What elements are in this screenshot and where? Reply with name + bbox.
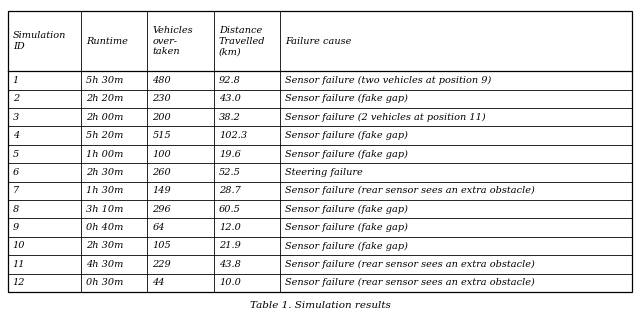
Text: 2h 30m: 2h 30m	[86, 168, 123, 177]
Text: 92.8: 92.8	[219, 76, 241, 85]
Text: Sensor failure (fake gap): Sensor failure (fake gap)	[285, 150, 408, 158]
Text: 10.0: 10.0	[219, 278, 241, 287]
Text: 11: 11	[13, 260, 26, 269]
Text: 480: 480	[152, 76, 171, 85]
Text: 4h 30m: 4h 30m	[86, 260, 123, 269]
Text: 0h 40m: 0h 40m	[86, 223, 123, 232]
Text: 100: 100	[152, 150, 171, 158]
Text: Sensor failure (2 vehicles at position 11): Sensor failure (2 vehicles at position 1…	[285, 113, 486, 122]
Text: Sensor failure (fake gap): Sensor failure (fake gap)	[285, 94, 408, 103]
Text: Sensor failure (two vehicles at position 9): Sensor failure (two vehicles at position…	[285, 76, 492, 85]
Text: Distance
Travelled
(km): Distance Travelled (km)	[219, 26, 266, 56]
Text: 5: 5	[13, 150, 19, 158]
Text: Sensor failure (fake gap): Sensor failure (fake gap)	[285, 131, 408, 140]
Text: 229: 229	[152, 260, 171, 269]
Text: Failure cause: Failure cause	[285, 37, 352, 46]
Text: 4: 4	[13, 131, 19, 140]
Text: Steering failure: Steering failure	[285, 168, 364, 177]
Text: Simulation
ID: Simulation ID	[13, 31, 66, 51]
Text: Sensor failure (rear sensor sees an extra obstacle): Sensor failure (rear sensor sees an extr…	[285, 278, 535, 287]
Text: 296: 296	[152, 205, 171, 214]
Text: Sensor failure (rear sensor sees an extra obstacle): Sensor failure (rear sensor sees an extr…	[285, 186, 535, 195]
Text: 43.0: 43.0	[219, 94, 241, 103]
Bar	[8, 11, 632, 292]
Text: 0h 30m: 0h 30m	[86, 278, 123, 287]
Text: 44: 44	[152, 278, 165, 287]
Text: 3: 3	[13, 113, 19, 122]
Text: Runtime: Runtime	[86, 37, 127, 46]
Text: 1h 00m: 1h 00m	[86, 150, 123, 158]
Text: 5h 30m: 5h 30m	[86, 76, 123, 85]
Text: Sensor failure (fake gap): Sensor failure (fake gap)	[285, 242, 408, 250]
Text: 105: 105	[152, 242, 171, 250]
Text: 260: 260	[152, 168, 171, 177]
Text: Sensor failure (fake gap): Sensor failure (fake gap)	[285, 205, 408, 214]
Text: 1: 1	[13, 76, 19, 85]
Text: 64: 64	[152, 223, 165, 232]
Text: 3h 10m: 3h 10m	[86, 205, 123, 214]
Text: Sensor failure (fake gap): Sensor failure (fake gap)	[285, 223, 408, 232]
Text: 6: 6	[13, 168, 19, 177]
Text: 5h 20m: 5h 20m	[86, 131, 123, 140]
Text: 2h 00m: 2h 00m	[86, 113, 123, 122]
Text: 21.9: 21.9	[219, 242, 241, 250]
Text: 1h 30m: 1h 30m	[86, 186, 123, 195]
Text: 12: 12	[13, 278, 26, 287]
Text: Sensor failure (rear sensor sees an extra obstacle): Sensor failure (rear sensor sees an extr…	[285, 260, 535, 269]
Text: 230: 230	[152, 94, 171, 103]
Text: Vehicles
over-
taken: Vehicles over- taken	[152, 26, 193, 56]
Text: 200: 200	[152, 113, 171, 122]
Text: 2: 2	[13, 94, 19, 103]
Text: 19.6: 19.6	[219, 150, 241, 158]
Text: 2h 30m: 2h 30m	[86, 242, 123, 250]
Text: 8: 8	[13, 205, 19, 214]
Text: 43.8: 43.8	[219, 260, 241, 269]
Text: 60.5: 60.5	[219, 205, 241, 214]
Text: 149: 149	[152, 186, 171, 195]
Text: Table 1. Simulation results: Table 1. Simulation results	[250, 301, 390, 310]
Text: 12.0: 12.0	[219, 223, 241, 232]
Text: 52.5: 52.5	[219, 168, 241, 177]
Text: 515: 515	[152, 131, 171, 140]
Text: 102.3: 102.3	[219, 131, 247, 140]
Text: 28.7: 28.7	[219, 186, 241, 195]
Text: 38.2: 38.2	[219, 113, 241, 122]
Text: 7: 7	[13, 186, 19, 195]
Text: 10: 10	[13, 242, 26, 250]
Text: 9: 9	[13, 223, 19, 232]
Text: 2h 20m: 2h 20m	[86, 94, 123, 103]
